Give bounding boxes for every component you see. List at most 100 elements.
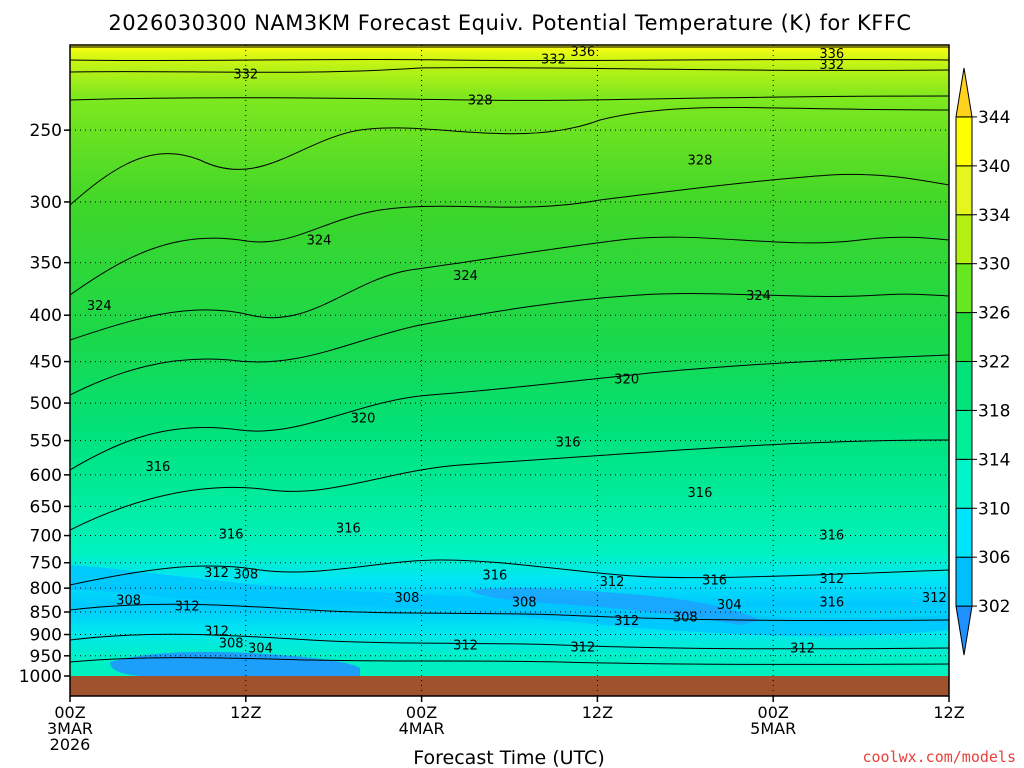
contour-lines: [70, 46, 949, 665]
contour-label: 312: [204, 624, 229, 639]
x-tick-label: 12Z: [933, 703, 964, 722]
y-tick-label: 800: [30, 579, 62, 599]
contour-label: 324: [453, 269, 478, 284]
contour-label: 308: [219, 637, 244, 652]
contour-label: 324: [746, 289, 771, 304]
colorbar-swatch: [955, 116, 973, 167]
y-axis: 250 300 350 400 450 500 550 600 650 700 750 800 850 9…: [19, 121, 70, 687]
x-tick-label: 12Z: [230, 703, 261, 722]
colorbar-tick-label: 322: [978, 353, 1010, 373]
contour-label: 312: [175, 599, 200, 614]
contour-label: 324: [307, 234, 332, 249]
contour-label: 304: [248, 641, 273, 656]
colorbar-tick-label: 302: [978, 597, 1010, 617]
colorbar-swatch: [955, 556, 973, 607]
contour-label: 308: [673, 611, 698, 626]
y-tick-label: 350: [30, 254, 62, 274]
y-tick-label: 1000: [19, 667, 62, 687]
y-tick-label: 700: [30, 527, 62, 547]
colorbar-swatch: [955, 361, 973, 411]
contour-label: 312: [614, 614, 639, 629]
colorbar-tick-label: 310: [978, 499, 1010, 519]
colorbar-tick-label: 334: [978, 206, 1010, 226]
colorbar-tick-label: 314: [978, 450, 1010, 470]
contour-label: 316: [336, 522, 361, 537]
colorbar-swatch: [955, 507, 973, 558]
y-tick-label: 650: [30, 497, 62, 517]
x-tick-label: 2026: [50, 735, 91, 754]
contour-label: 308: [512, 596, 537, 611]
colorbar-tick-label: 326: [978, 304, 1010, 324]
contour-label: 332: [541, 53, 566, 68]
contour-label: 332: [233, 67, 258, 82]
colorbar-swatch: [955, 214, 973, 265]
contour-label: 316: [482, 569, 507, 584]
y-tick-label: 850: [30, 603, 62, 623]
chart-title: 2026030300 NAM3KM Forecast Equiv. Potent…: [108, 11, 911, 35]
contour-label: 320: [614, 373, 639, 388]
contour-label: 312: [453, 638, 478, 653]
contour-label: 336: [570, 45, 595, 60]
y-tick-label: 900: [30, 626, 62, 646]
y-tick-label: 450: [30, 353, 62, 373]
contour-label: 304: [717, 598, 742, 613]
x-tick-label: 00Z: [54, 703, 85, 722]
ground: [70, 676, 949, 696]
x-tick-label: 3MAR: [47, 719, 93, 738]
contour-label: 308: [233, 568, 258, 583]
x-tick-label: 5MAR: [750, 719, 796, 738]
y-tick-label: 500: [30, 394, 62, 414]
contour-label: 332: [819, 58, 844, 73]
contour-label: 312: [600, 575, 625, 590]
contour-label: 336: [819, 47, 844, 62]
contour-label: 312: [204, 566, 229, 581]
contour-label: 312: [790, 641, 815, 656]
x-axis-label: Forecast Time (UTC): [413, 747, 604, 768]
x-tick-label: 4MAR: [399, 719, 445, 738]
contour-label: 316: [819, 596, 844, 611]
colorbar-tick-label: 306: [978, 548, 1010, 568]
y-tick-label: 550: [30, 432, 62, 452]
contour-label: 312: [922, 591, 947, 606]
contour-label: 324: [87, 299, 112, 314]
colorbar-tick-label: 318: [978, 401, 1010, 421]
contour-label: 312: [819, 572, 844, 587]
colorbar: 302 306 310 314 318 322 326 330 334 340 344: [955, 67, 1010, 656]
colorbar-swatch: [955, 409, 973, 460]
contour-label: 308: [395, 591, 420, 606]
plot-frame: [69, 44, 950, 697]
colorbar-swatch: [955, 605, 973, 656]
contour-label: 328: [688, 153, 713, 168]
contour-label: 316: [145, 460, 170, 475]
colorbar-tick-label: 330: [978, 255, 1010, 275]
colorbar-swatch: [955, 312, 973, 363]
x-tick-label: 00Z: [406, 703, 437, 722]
y-tick-label: 950: [30, 647, 62, 667]
grid: [70, 45, 949, 696]
contour-label: 320: [351, 412, 376, 427]
contour-label: 328: [468, 94, 493, 109]
x-tick-label: 12Z: [582, 703, 613, 722]
y-tick-label: 750: [30, 554, 62, 574]
colorbar-swatch: [955, 67, 973, 118]
y-tick-label: 600: [30, 466, 62, 486]
contour-label: 316: [819, 529, 844, 544]
y-tick-label: 250: [30, 121, 62, 141]
credit-text: coolwx.com/models: [862, 748, 1016, 766]
colorbar-swatch: [955, 165, 973, 216]
colorbar-tick-label: 344: [978, 108, 1010, 128]
contour-label: 308: [116, 593, 141, 608]
contour-label: 312: [570, 640, 595, 655]
x-tick-label: 00Z: [758, 703, 789, 722]
colorbar-swatch: [955, 458, 973, 509]
colorbar-tick-label: 340: [978, 157, 1010, 177]
contour-label: 316: [219, 527, 244, 542]
contour-label: 316: [702, 574, 727, 589]
contour-label: 316: [556, 436, 581, 451]
y-tick-label: 400: [30, 306, 62, 326]
contour-label: 316: [688, 486, 713, 501]
